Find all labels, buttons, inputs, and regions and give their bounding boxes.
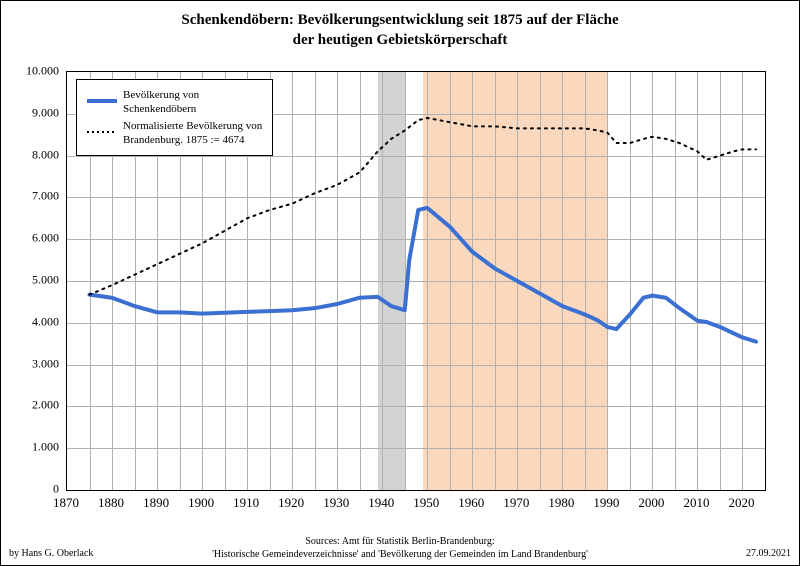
y-tick-label: 5.000 [4,273,59,288]
x-tick-label: 1930 [323,495,349,511]
x-tick-label: 1990 [593,495,619,511]
y-tick-label: 6.000 [4,231,59,246]
x-tick-label: 1960 [458,495,484,511]
y-tick-label: 10.000 [4,64,59,79]
legend-item-population: Bevölkerung von Schenkendöbern [87,88,262,117]
chart-title: Schenkendöbern: Bevölkerungsentwicklung … [1,1,799,50]
y-tick-label: 8.000 [4,147,59,162]
y-tick-label: 7.000 [4,189,59,204]
x-tick-label: 1910 [233,495,259,511]
y-tick-label: 1.000 [4,440,59,455]
legend-label-normalized: Normalisierte Bevölkerung von Brandenbur… [123,119,262,148]
legend-item-normalized: Normalisierte Bevölkerung von Brandenbur… [87,119,262,148]
y-tick-label: 9.000 [4,105,59,120]
series-line [90,208,756,342]
x-tick-label: 1880 [98,495,124,511]
x-tick-label: 1900 [188,495,214,511]
x-tick-label: 1870 [53,495,79,511]
x-tick-label: 1970 [503,495,529,511]
x-tick-label: 1950 [413,495,439,511]
legend: Bevölkerung von Schenkendöbern Normalisi… [76,79,273,156]
y-tick-label: 0 [4,482,59,497]
x-tick-label: 1980 [548,495,574,511]
legend-swatch-solid [87,94,117,106]
x-tick-label: 2000 [638,495,664,511]
legend-label-population: Bevölkerung von Schenkendöbern [123,88,199,117]
y-tick-label: 4.000 [4,314,59,329]
x-tick-label: 2020 [728,495,754,511]
footer-author: by Hans G. Oberlack [9,548,93,559]
x-tick-label: 2010 [683,495,709,511]
footer-source: Sources: Amt für Statistik Berlin-Brande… [1,535,799,561]
y-tick-label: 3.000 [4,356,59,371]
x-tick-label: 1940 [368,495,394,511]
title-line1: Schenkendöbern: Bevölkerungsentwicklung … [181,12,618,28]
title-line2: der heutigen Gebietskörperschaft [293,32,508,48]
chart-container: Schenkendöbern: Bevölkerungsentwicklung … [0,0,800,566]
x-tick-label: 1920 [278,495,304,511]
footer: by Hans G. Oberlack Sources: Amt für Sta… [1,535,799,561]
y-tick-label: 2.000 [4,398,59,413]
legend-swatch-dotted [87,125,117,137]
footer-date: 27.09.2021 [746,548,791,559]
x-tick-label: 1890 [143,495,169,511]
